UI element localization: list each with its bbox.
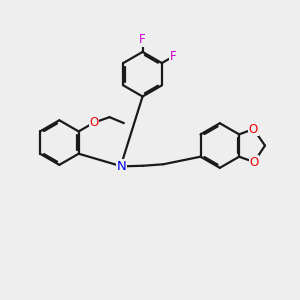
Text: O: O	[89, 116, 99, 129]
Text: O: O	[249, 122, 258, 136]
Text: O: O	[249, 155, 259, 169]
Text: N: N	[117, 160, 127, 173]
Text: F: F	[139, 33, 146, 46]
Text: F: F	[170, 50, 176, 63]
